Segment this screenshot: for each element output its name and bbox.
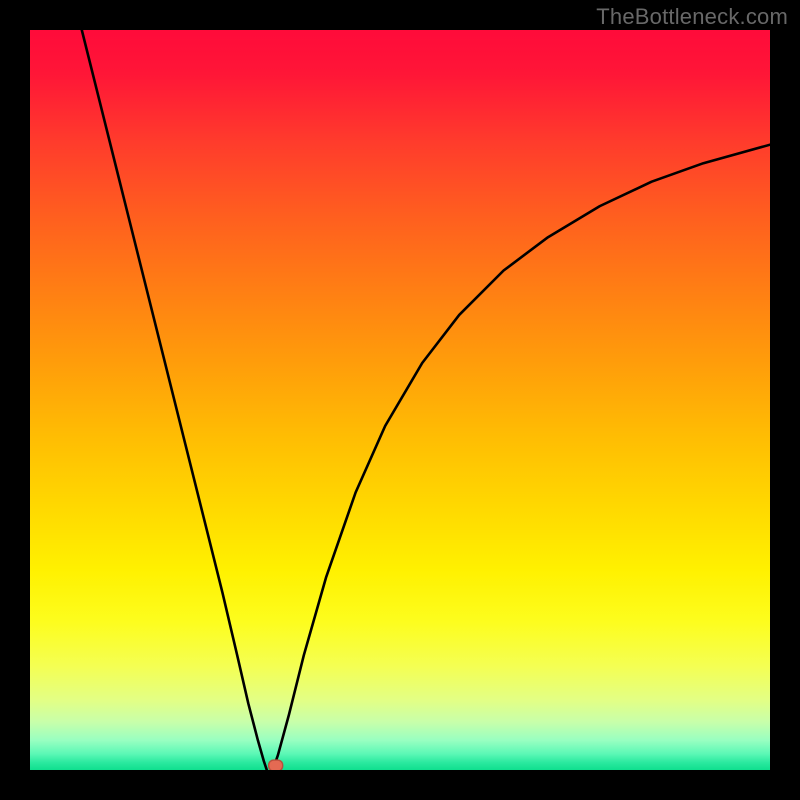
optimum-marker (269, 760, 283, 771)
bottleneck-chart (0, 0, 800, 800)
chart-container: TheBottleneck.com (0, 0, 800, 800)
watermark-text: TheBottleneck.com (596, 4, 788, 30)
